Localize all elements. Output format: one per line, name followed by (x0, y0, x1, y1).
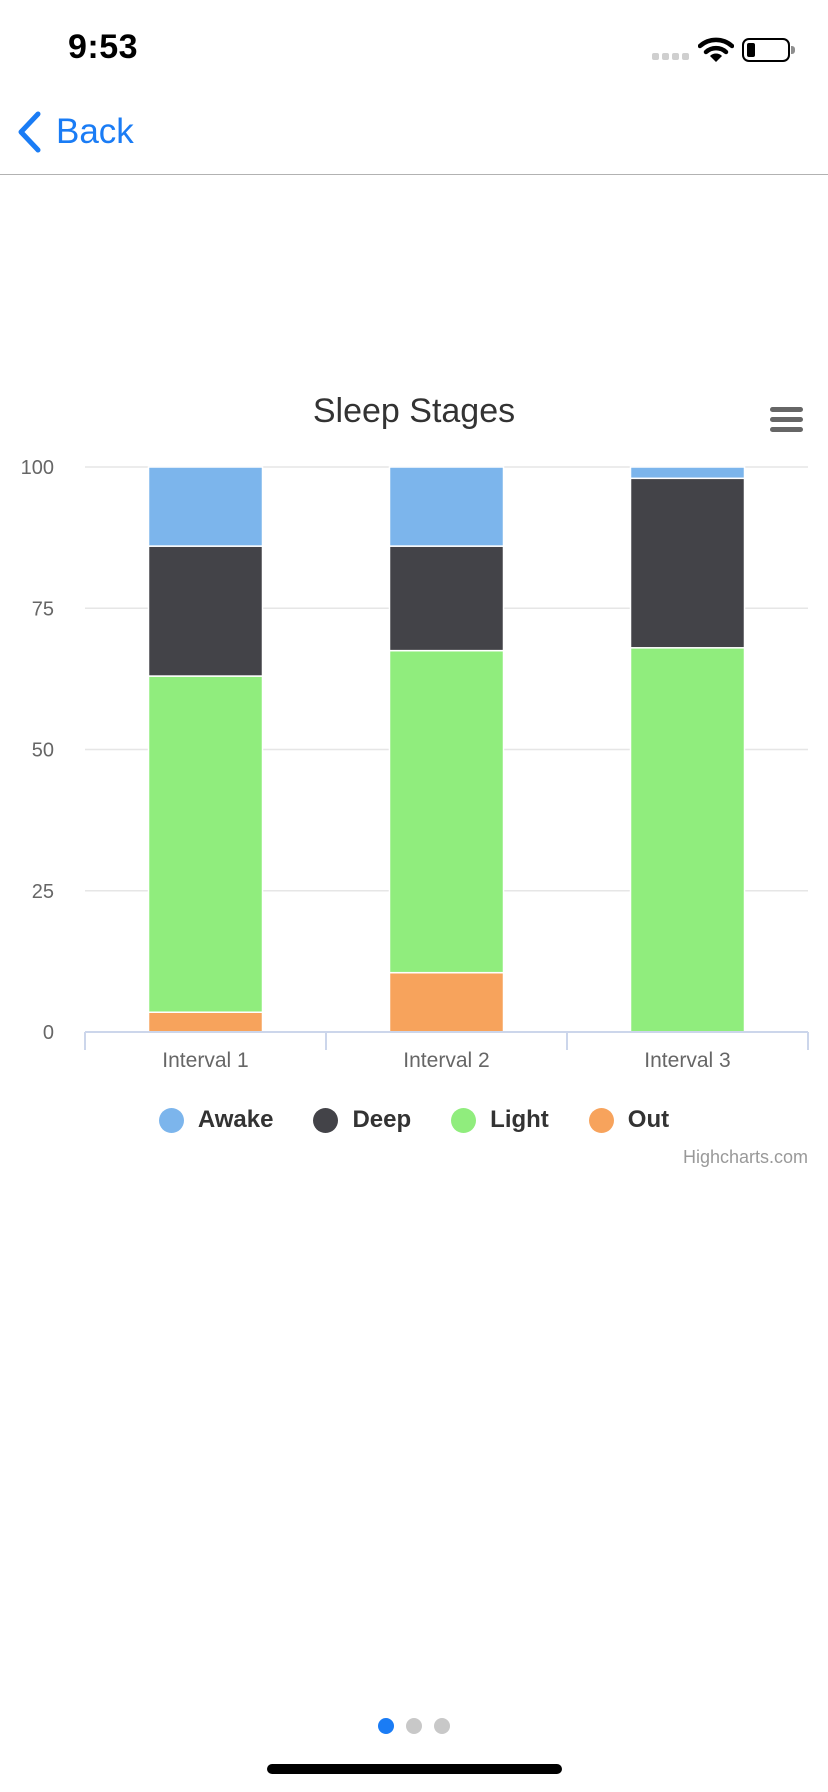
x-tick-label: Interval 2 (403, 1049, 489, 1072)
y-tick-label: 50 (32, 740, 54, 762)
y-tick-label: 0 (43, 1022, 54, 1044)
bar-segment-awake[interactable] (629, 466, 746, 480)
legend-marker (451, 1107, 477, 1133)
legend-label: Awake (197, 1106, 274, 1133)
wifi-icon (698, 37, 734, 62)
page-dot[interactable] (406, 1718, 422, 1734)
bar-segment-deep[interactable] (147, 545, 264, 677)
bar-segment-out[interactable] (147, 1011, 264, 1033)
bar-segment-out[interactable] (388, 971, 505, 1033)
bar-segment-light[interactable] (388, 649, 505, 974)
legend-item-deep[interactable]: Deep (313, 1106, 411, 1134)
home-indicator[interactable] (267, 1764, 562, 1774)
legend-item-light[interactable]: Light (451, 1106, 549, 1134)
legend-marker (158, 1107, 184, 1133)
page-dot-active[interactable] (378, 1718, 394, 1734)
bar-segment-awake[interactable] (388, 466, 505, 547)
legend-item-awake[interactable]: Awake (158, 1106, 274, 1134)
legend-item-out[interactable]: Out (588, 1106, 670, 1134)
chart-credits[interactable]: Highcharts.com (682, 1147, 808, 1167)
navigation-bar: Back (0, 90, 828, 175)
chevron-left-icon (18, 111, 41, 153)
chart-title: Sleep Stages (313, 392, 515, 430)
chart-legend: Awake Deep Light Out (0, 1106, 828, 1134)
status-time: 9:53 (68, 28, 139, 66)
bar-segment-deep[interactable] (629, 477, 746, 649)
x-tick-label: Interval 3 (644, 1049, 730, 1072)
back-label: Back (56, 112, 134, 151)
battery-cap (791, 46, 795, 54)
legend-label: Deep (352, 1106, 412, 1133)
legend-marker (313, 1107, 339, 1133)
page-dot[interactable] (434, 1718, 450, 1734)
bar-segment-light[interactable] (629, 647, 746, 1033)
page-indicator (0, 1718, 828, 1734)
y-tick-label: 25 (32, 881, 54, 903)
status-bar: 9:53 (0, 0, 828, 90)
legend-label: Out (627, 1106, 670, 1133)
battery-level (747, 43, 755, 57)
legend-marker (588, 1107, 614, 1133)
back-button[interactable]: Back (16, 108, 134, 156)
battery-icon (742, 38, 790, 62)
bar-segment-deep[interactable] (388, 545, 505, 652)
y-tick-label: 100 (21, 457, 54, 479)
chart-menu-button[interactable] (764, 400, 808, 440)
sleep-stages-chart: Sleep Stages 0 25 50 75 100 Interval 1 Interval… (0, 370, 828, 1184)
chart-plot: Sleep Stages 0 25 50 75 100 Interval 1 Interval… (21, 392, 809, 1072)
bar-segment-light[interactable] (147, 675, 264, 1013)
x-tick-label: Interval 1 (162, 1049, 248, 1072)
bar-segment-awake[interactable] (147, 466, 264, 547)
y-tick-label: 75 (32, 598, 54, 620)
legend-label: Light (490, 1106, 549, 1133)
signal-icon (652, 53, 692, 61)
